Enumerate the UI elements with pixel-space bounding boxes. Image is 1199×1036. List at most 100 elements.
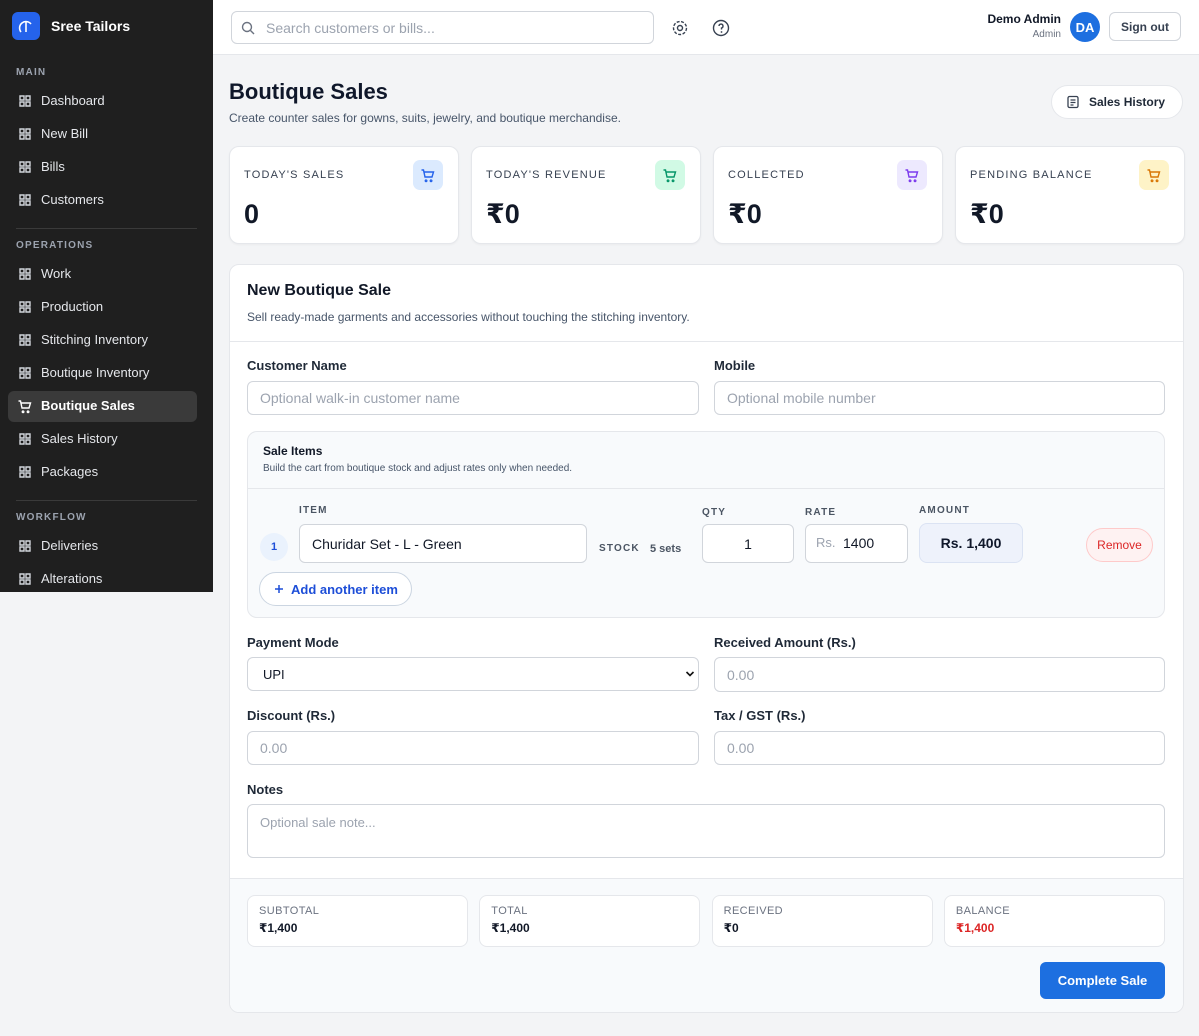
stock-label: STOCK bbox=[599, 543, 640, 554]
stat-icon-box bbox=[413, 160, 443, 190]
discount-input[interactable]: 0.00 bbox=[247, 731, 699, 765]
rate-value: 1400 bbox=[843, 535, 875, 551]
nav-icon bbox=[19, 194, 31, 206]
field-label: Tax / GST (Rs.) bbox=[714, 708, 806, 723]
nav-icon bbox=[19, 367, 31, 379]
item-input[interactable]: Churidar Set - L - Green bbox=[299, 524, 587, 563]
nav-item[interactable]: Dashboard bbox=[41, 93, 105, 108]
divider bbox=[248, 488, 1164, 489]
form-description: Sell ready-made garments and accessories… bbox=[247, 310, 690, 324]
icon-path bbox=[905, 169, 919, 183]
nav-icon bbox=[19, 466, 31, 478]
summary-card bbox=[711, 895, 933, 947]
rate-prefix: Rs. bbox=[816, 535, 836, 550]
search-icon bbox=[241, 21, 255, 35]
icon-path bbox=[19, 301, 31, 313]
page-subtitle: Create counter sales for gowns, suits, j… bbox=[229, 111, 621, 125]
column-label: RATE bbox=[805, 507, 837, 518]
summary-value: ₹0 bbox=[723, 921, 739, 935]
icon-path bbox=[663, 169, 677, 183]
nav-item[interactable]: Work bbox=[41, 266, 72, 281]
nav-item[interactable]: Packages bbox=[41, 464, 99, 479]
summary-card bbox=[247, 895, 468, 947]
plus-icon bbox=[275, 585, 283, 593]
stat-card bbox=[229, 146, 459, 244]
remove-button[interactable]: Remove bbox=[1086, 528, 1153, 562]
search-input[interactable]: Search customers or bills... bbox=[231, 11, 654, 44]
page-title: Boutique Sales bbox=[229, 79, 388, 104]
stat-icon bbox=[905, 169, 919, 183]
field-label: Customer Name bbox=[247, 358, 347, 373]
stat-icon bbox=[663, 169, 677, 183]
stock-value: 5 sets bbox=[650, 543, 682, 555]
summary-label: TOTAL bbox=[491, 905, 528, 917]
amount-value: Rs. 1,400 bbox=[919, 523, 1023, 563]
stat-label: TODAY'S REVENUE bbox=[486, 169, 607, 181]
complete-sale-button[interactable]: Complete Sale bbox=[1040, 962, 1165, 999]
nav-item[interactable]: Customers bbox=[41, 192, 104, 207]
active-nav-background bbox=[8, 391, 197, 422]
sidebar-section-title: MAIN bbox=[16, 67, 47, 78]
rate-input[interactable] bbox=[805, 524, 908, 563]
icon-path bbox=[19, 367, 31, 379]
notes-input[interactable]: Optional sale note... bbox=[247, 804, 1165, 858]
customer-name-input[interactable]: Optional walk-in customer name bbox=[247, 381, 699, 415]
icon-path bbox=[19, 573, 31, 585]
column-label: QTY bbox=[702, 507, 727, 518]
stat-value: ₹0 bbox=[970, 199, 1004, 229]
avatar[interactable]: DA bbox=[1070, 12, 1100, 42]
icon-path bbox=[19, 334, 31, 346]
stat-icon bbox=[421, 169, 435, 183]
icon-path bbox=[421, 169, 435, 183]
nav-icon bbox=[19, 573, 31, 585]
stat-label: PENDING BALANCE bbox=[970, 169, 1093, 181]
sidebar-divider bbox=[16, 500, 197, 501]
field-label: Notes bbox=[247, 782, 284, 797]
settings-icon[interactable] bbox=[670, 18, 690, 38]
field-label: Discount (Rs.) bbox=[247, 708, 336, 723]
history-icon bbox=[1067, 95, 1079, 109]
add-item-button[interactable]: Add another item bbox=[259, 572, 412, 606]
nav-item[interactable]: New Bill bbox=[41, 126, 88, 141]
nav-icon bbox=[19, 161, 31, 173]
summary-value: ₹1,400 bbox=[259, 921, 298, 935]
payment-mode-select[interactable]: UPI bbox=[247, 657, 699, 691]
mobile-input[interactable]: Optional mobile number bbox=[714, 381, 1165, 415]
icon-path bbox=[19, 95, 31, 107]
stat-icon-box bbox=[655, 160, 685, 190]
nav-item[interactable]: Sales History bbox=[41, 431, 118, 446]
received-input[interactable]: 0.00 bbox=[714, 657, 1165, 692]
nav-item[interactable]: Bills bbox=[41, 159, 65, 174]
stat-icon-box bbox=[897, 160, 927, 190]
nav-item[interactable]: Boutique Sales bbox=[41, 398, 135, 413]
nav-item[interactable]: Boutique Inventory bbox=[41, 365, 150, 380]
sales-history-button[interactable]: Sales History bbox=[1051, 85, 1183, 119]
nav-item[interactable]: Deliveries bbox=[41, 538, 99, 553]
nav-item[interactable]: Stitching Inventory bbox=[41, 332, 148, 347]
icon-path bbox=[18, 400, 32, 414]
icon-path bbox=[19, 540, 31, 552]
icon-path bbox=[19, 161, 31, 173]
sign-out-button[interactable]: Sign out bbox=[1109, 12, 1181, 41]
summary-label: BALANCE bbox=[955, 905, 1011, 917]
tax-input[interactable]: 0.00 bbox=[714, 731, 1165, 765]
nav-icon bbox=[19, 540, 31, 552]
help-icon[interactable] bbox=[711, 18, 731, 38]
icon-path bbox=[19, 194, 31, 206]
stat-label: TODAY'S SALES bbox=[244, 169, 345, 181]
stat-value: ₹0 bbox=[728, 199, 762, 229]
nav-icon bbox=[19, 334, 31, 346]
field-label: Received Amount (Rs.) bbox=[714, 635, 856, 650]
nav-icon bbox=[19, 433, 31, 445]
select-chevron bbox=[685, 671, 695, 677]
nav-item[interactable]: Production bbox=[41, 299, 104, 314]
nav-item[interactable]: Alterations bbox=[41, 571, 103, 586]
user-role: Admin bbox=[1032, 29, 1061, 40]
summary-value: ₹1,400 bbox=[955, 921, 995, 935]
sale-items-title: Sale Items bbox=[263, 444, 323, 458]
summary-card bbox=[943, 895, 1165, 947]
sale-items-description: Build the cart from boutique stock and a… bbox=[263, 463, 573, 474]
qty-input[interactable]: 1 bbox=[702, 524, 794, 563]
